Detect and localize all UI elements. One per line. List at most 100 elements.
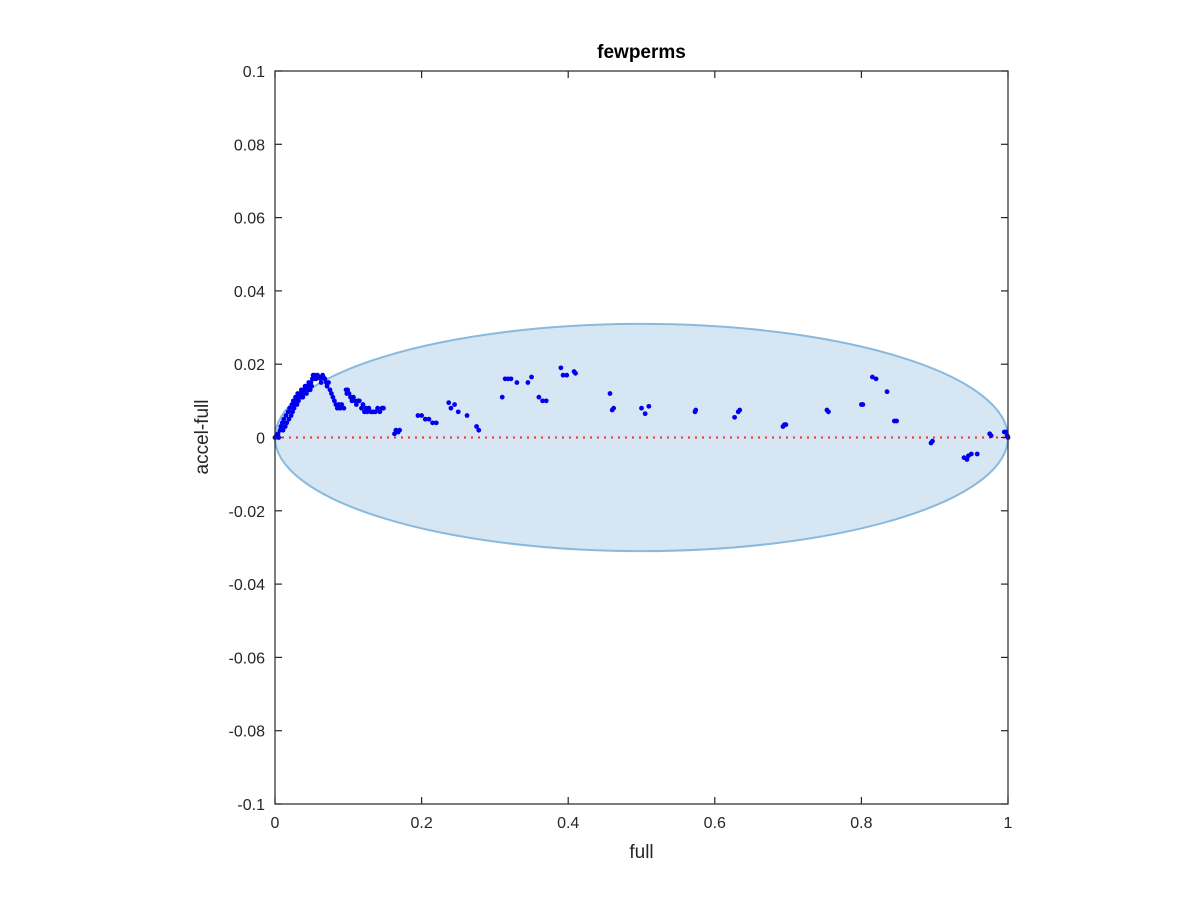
data-point	[294, 402, 300, 407]
data-point	[422, 416, 428, 422]
data-point	[543, 398, 549, 404]
data-point	[345, 387, 350, 393]
data-point	[318, 380, 324, 385]
data-point	[284, 420, 290, 426]
x-tick-label: 0.4	[557, 815, 579, 832]
y-tick-label: 0.04	[234, 284, 265, 301]
data-point	[285, 409, 291, 415]
data-point	[860, 402, 866, 407]
data-point	[381, 405, 386, 411]
y-tick-label: 0.08	[234, 137, 265, 154]
data-point	[397, 427, 403, 433]
data-point	[296, 398, 301, 404]
y-tick-label: -0.06	[229, 650, 266, 667]
data-point	[353, 402, 359, 407]
data-point	[304, 391, 309, 396]
data-point	[356, 398, 362, 404]
data-point	[430, 420, 435, 426]
data-point	[286, 416, 292, 422]
y-tick-label: 0.1	[243, 64, 265, 81]
data-point	[324, 383, 330, 389]
data-point	[375, 405, 381, 411]
data-point	[869, 374, 875, 380]
data-point	[455, 409, 461, 415]
data-point	[330, 394, 336, 400]
x-tick-label: 0.8	[850, 815, 872, 832]
data-point	[419, 413, 424, 418]
data-point	[351, 394, 356, 400]
data-point	[446, 400, 452, 406]
data-point	[307, 387, 313, 393]
x-tick-label: 0.6	[704, 815, 726, 832]
data-point	[525, 380, 531, 385]
data-point	[331, 398, 337, 404]
data-point	[639, 405, 644, 411]
data-point	[291, 405, 297, 411]
data-point	[693, 407, 699, 413]
data-point	[281, 416, 287, 422]
data-point	[360, 402, 366, 407]
data-point	[573, 370, 578, 376]
data-point	[415, 413, 421, 418]
data-point	[288, 413, 294, 418]
x-tick-label: 0.2	[410, 815, 432, 832]
data-point	[558, 365, 564, 371]
data-point	[339, 402, 345, 407]
data-point	[337, 405, 343, 411]
data-point	[783, 422, 789, 428]
y-tick-label: -0.1	[237, 797, 265, 814]
data-point	[476, 427, 482, 433]
data-point	[894, 418, 899, 424]
data-point	[346, 391, 352, 396]
data-point	[300, 394, 306, 400]
data-point	[529, 374, 534, 380]
data-point	[737, 407, 743, 413]
data-point	[646, 403, 652, 409]
data-point	[560, 372, 566, 378]
data-point	[884, 389, 890, 395]
y-tick-label: 0.02	[234, 357, 265, 374]
data-point	[275, 431, 281, 437]
data-point	[290, 409, 295, 415]
data-point	[279, 420, 285, 426]
y-tick-label: 0.06	[234, 211, 265, 228]
data-point	[293, 394, 298, 400]
data-point	[392, 431, 397, 437]
data-point	[280, 427, 286, 433]
x-tick-label: 1	[1004, 815, 1013, 832]
x-axis-label: full	[629, 842, 654, 863]
data-point	[433, 420, 439, 426]
data-point	[974, 451, 980, 457]
data-point	[426, 416, 432, 422]
data-point	[826, 409, 831, 415]
data-point	[322, 376, 328, 382]
data-point	[1003, 429, 1009, 435]
data-point	[988, 433, 994, 439]
y-tick-label: -0.04	[229, 577, 266, 594]
data-point	[968, 451, 974, 457]
x-tick-label: 0	[271, 815, 280, 832]
data-point	[364, 409, 370, 415]
data-point	[448, 405, 454, 411]
data-point	[366, 405, 372, 411]
data-point	[452, 402, 457, 407]
data-point	[499, 394, 505, 400]
data-point	[283, 413, 289, 418]
data-point	[536, 394, 542, 400]
data-point	[732, 414, 737, 420]
data-point	[308, 380, 314, 385]
data-point	[464, 413, 470, 418]
data-point	[278, 424, 284, 429]
data-point	[474, 424, 479, 429]
y-tick-label: -0.08	[229, 724, 266, 741]
data-point	[327, 387, 333, 393]
data-point	[964, 457, 970, 462]
data-point	[642, 411, 648, 417]
data-point	[611, 405, 617, 411]
y-tick-label: 0	[256, 431, 265, 448]
data-point	[373, 409, 378, 415]
y-axis-label: accel-full	[192, 399, 213, 475]
chart-title: fewperms	[597, 42, 686, 63]
